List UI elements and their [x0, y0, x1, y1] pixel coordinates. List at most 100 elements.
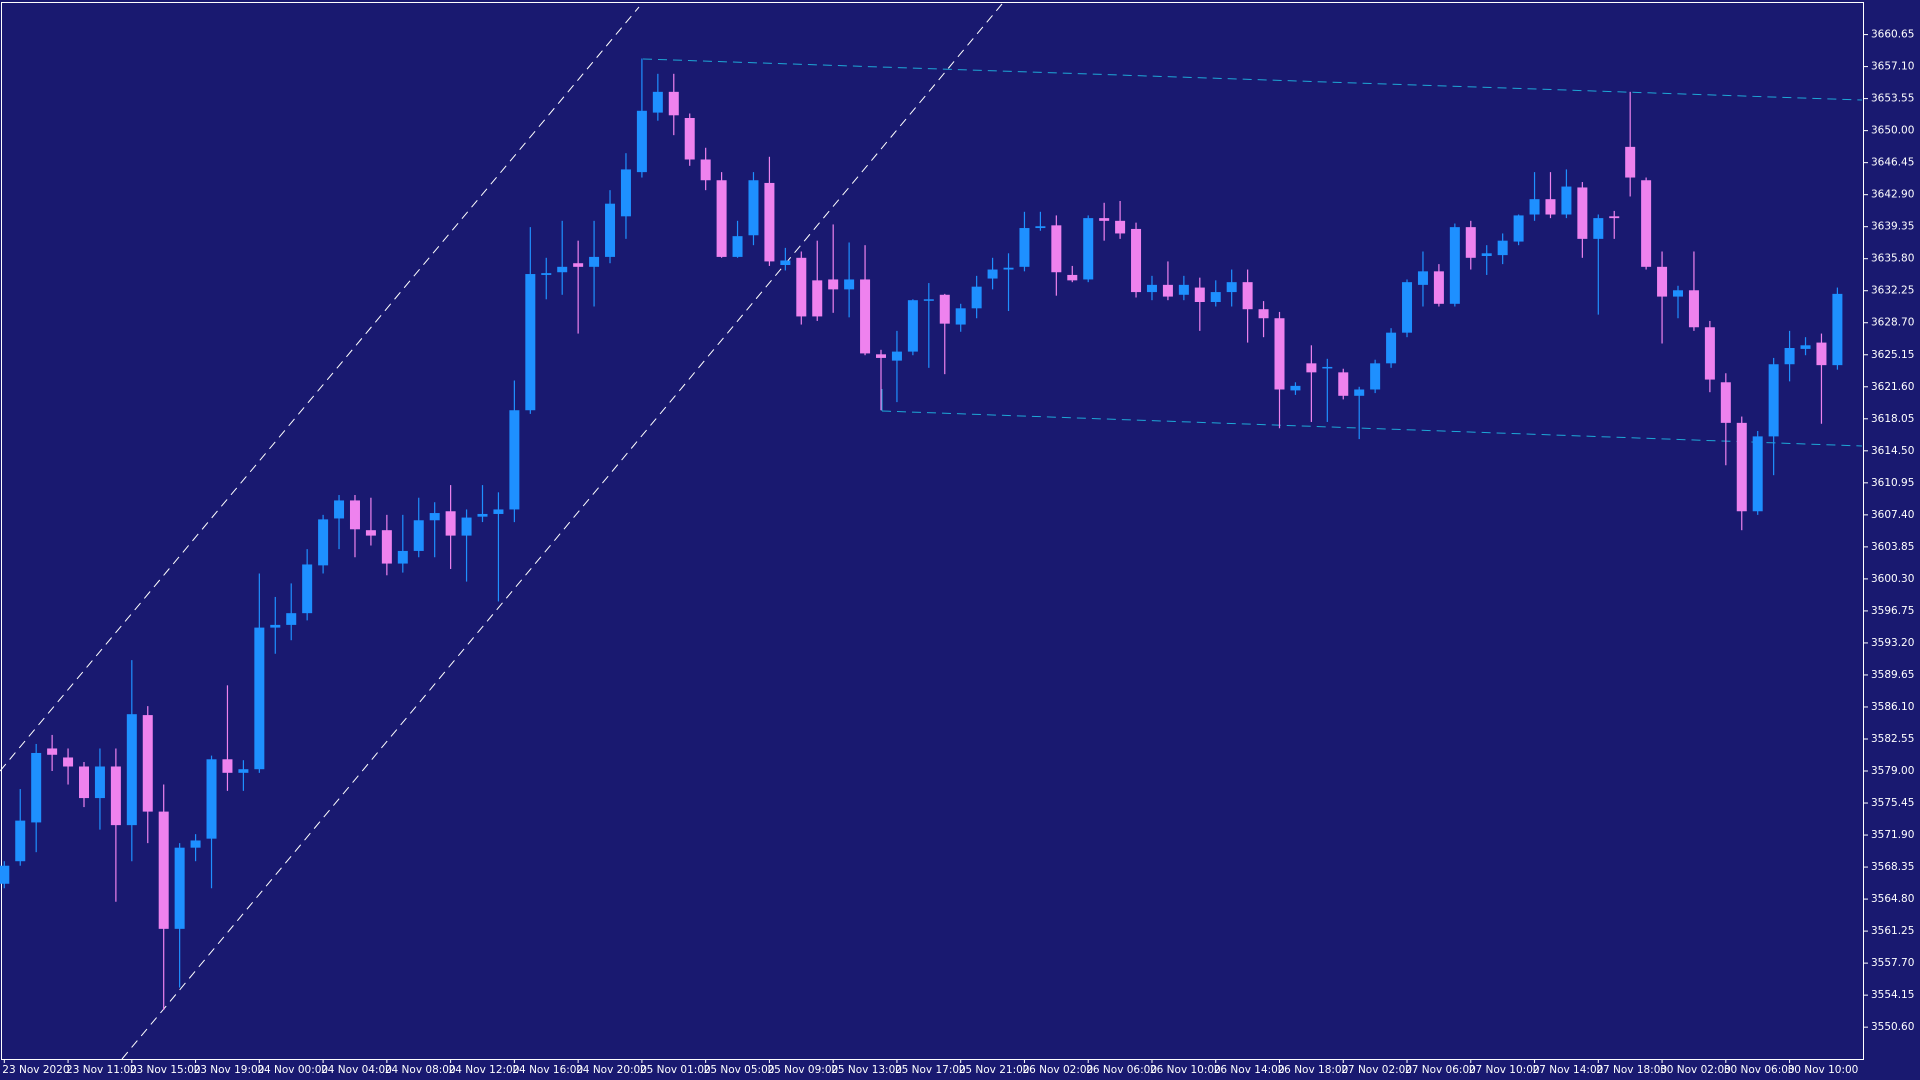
candle-body [636, 110, 647, 173]
candle-body [158, 811, 169, 929]
candle-body [1402, 282, 1413, 333]
candle-body [365, 530, 376, 536]
candle-body [1561, 186, 1572, 215]
y-tick-label: 3618.05 [1871, 413, 1914, 425]
candle-body [987, 269, 998, 279]
candle-body [1051, 225, 1062, 273]
x-tick-label: 30 Nov 10:00 [1788, 1064, 1859, 1076]
candle-body [700, 159, 711, 181]
candle-body [1354, 389, 1365, 396]
y-tick-label: 3657.10 [1871, 61, 1914, 73]
candle-body [1704, 327, 1715, 380]
x-tick-label: 25 Nov 01:00 [640, 1064, 711, 1076]
y-tick-label: 3635.80 [1871, 253, 1914, 265]
x-tick-label: 25 Nov 05:00 [704, 1064, 775, 1076]
candle-body [334, 500, 345, 519]
candle-body [1513, 215, 1524, 242]
candle-body [1481, 253, 1492, 257]
candle-body [1338, 372, 1349, 396]
x-tick-label: 24 Nov 08:00 [385, 1064, 456, 1076]
candle-body [589, 256, 600, 267]
candle-body [1258, 309, 1269, 319]
x-tick-label: 26 Nov 10:00 [1150, 1064, 1221, 1076]
y-tick-label: 3582.55 [1871, 733, 1914, 745]
candle-body [286, 613, 297, 625]
x-tick-label: 25 Nov 13:00 [831, 1064, 902, 1076]
candle-body [1067, 274, 1078, 281]
candle-body [0, 865, 10, 884]
candle-body [1768, 364, 1779, 437]
candle-body [732, 236, 743, 257]
candle-body [1306, 363, 1317, 373]
x-tick-label: 27 Nov 18:00 [1596, 1064, 1667, 1076]
candle-body [318, 519, 329, 566]
candle-body [1673, 290, 1683, 297]
candle-body [1784, 348, 1795, 365]
y-tick-label: 3589.65 [1871, 669, 1914, 681]
candle-body [796, 257, 807, 317]
candle-body [1688, 290, 1699, 328]
y-tick-label: 3596.75 [1871, 605, 1914, 617]
x-tick-label: 26 Nov 14:00 [1214, 1064, 1285, 1076]
candle-body [381, 530, 392, 564]
candle-body [1641, 180, 1652, 267]
candle-body [1609, 216, 1620, 219]
candle-body [47, 748, 58, 755]
candle-body [1593, 218, 1604, 239]
candle-body [509, 410, 520, 510]
candle-body [1115, 220, 1126, 234]
y-tick-label: 3632.25 [1871, 285, 1914, 297]
y-tick-label: 3600.30 [1871, 573, 1914, 585]
x-tick-label: 25 Nov 21:00 [959, 1064, 1030, 1076]
candle-body [63, 757, 74, 767]
candle-body [238, 769, 249, 773]
channel-line [881, 410, 1863, 447]
y-tick-label: 3610.95 [1871, 477, 1914, 489]
candle-body [493, 509, 504, 514]
x-tick-label: 23 Nov 15:00 [130, 1064, 201, 1076]
candle-body [1003, 267, 1014, 270]
candle-body [812, 280, 823, 317]
candle-body [190, 840, 201, 848]
y-tick-label: 3639.35 [1871, 221, 1914, 233]
candle-body [270, 624, 281, 628]
y-tick-label: 3554.15 [1871, 989, 1914, 1001]
y-tick-label: 3614.50 [1871, 445, 1914, 457]
y-tick-label: 3650.00 [1871, 125, 1914, 137]
candle-body [1322, 366, 1333, 369]
x-tick-label: 23 Nov 2020 [2, 1064, 69, 1076]
x-tick-label: 30 Nov 06:00 [1724, 1064, 1795, 1076]
candle-body [1162, 284, 1173, 297]
candle-body [764, 182, 775, 262]
candle-body [206, 759, 217, 839]
candle-body [1226, 282, 1237, 293]
trend-lines [0, 3, 1863, 1060]
channel-line [0, 6, 640, 772]
y-tick-label: 3575.45 [1871, 797, 1914, 809]
candle-body [1146, 284, 1157, 293]
candle-body [1529, 199, 1540, 215]
candle-body [79, 766, 89, 799]
candle-body [1242, 282, 1253, 310]
x-tick-label: 25 Nov 09:00 [767, 1064, 838, 1076]
candle-body [445, 511, 456, 536]
y-tick-label: 3561.25 [1871, 925, 1914, 937]
y-tick-label: 3646.45 [1871, 157, 1914, 169]
candle-body [1497, 240, 1508, 256]
candle-body [1465, 227, 1476, 258]
candle-body [429, 513, 440, 521]
candle-body [126, 714, 137, 826]
candle-body [1290, 385, 1301, 391]
candle-body [1736, 422, 1747, 512]
candle-body [1019, 228, 1030, 267]
candle-body [1274, 318, 1285, 390]
y-tick-label: 3571.90 [1871, 829, 1914, 841]
x-tick-label: 27 Nov 02:00 [1341, 1064, 1412, 1076]
candle-body [1577, 187, 1588, 239]
y-tick-label: 3579.00 [1871, 765, 1914, 777]
y-tick-label: 3607.40 [1871, 509, 1914, 521]
y-tick-label: 3660.65 [1871, 29, 1914, 41]
x-tick-label: 24 Nov 00:00 [257, 1064, 328, 1076]
candle-body [1194, 287, 1205, 303]
